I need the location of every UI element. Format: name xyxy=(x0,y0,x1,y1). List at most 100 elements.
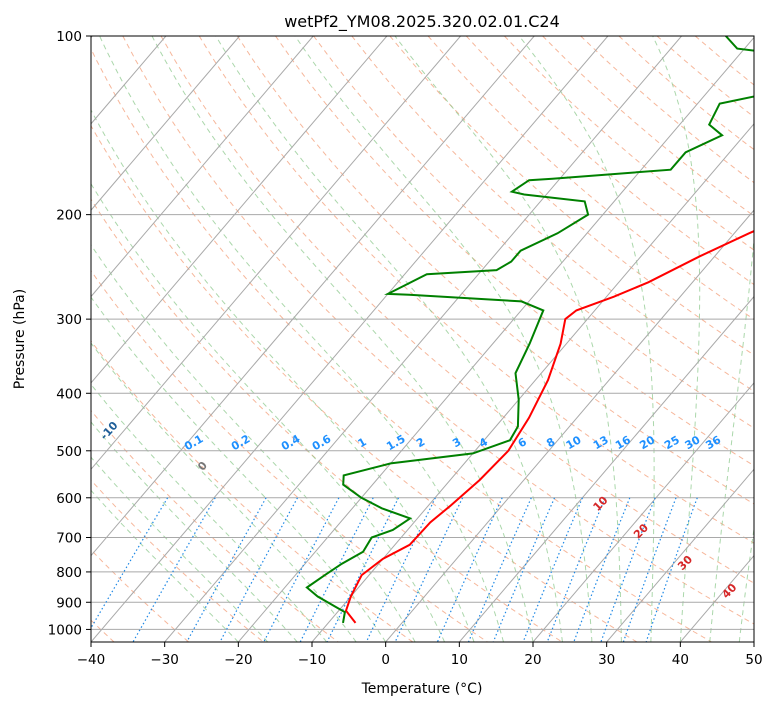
dry-adiabat xyxy=(91,340,414,642)
moist-adiabat xyxy=(91,108,475,642)
moist-adiabat xyxy=(151,36,534,642)
temperature-line xyxy=(344,230,754,624)
mixing-ratio-label: 16 xyxy=(613,433,633,452)
mixing-ratio-line xyxy=(622,497,677,642)
dry-adiabat xyxy=(427,36,754,320)
plot-frame xyxy=(90,35,755,643)
x-tick-label: 10 xyxy=(451,652,468,668)
mixing-ratio-label: 30 xyxy=(683,433,703,452)
mixing-ratio-line xyxy=(326,497,400,642)
moist-adiabat-label: 10 xyxy=(591,494,611,514)
dewpoint-line xyxy=(305,36,754,624)
mixing-ratio-line xyxy=(219,497,299,642)
dry-adiabat xyxy=(275,36,754,467)
y-tick-label: 300 xyxy=(56,312,82,328)
y-tick-label: 600 xyxy=(56,491,82,507)
mixing-ratio-label: 25 xyxy=(662,433,682,452)
dry-adiabats xyxy=(91,36,754,642)
moist-adiabat xyxy=(91,342,357,642)
mixing-ratio-label: 6 xyxy=(516,435,529,450)
mixing-ratio-label: 0.6 xyxy=(310,432,334,453)
mixing-ratio-label: 3 xyxy=(450,435,463,450)
isotherm xyxy=(753,641,754,642)
dry-adiabat xyxy=(91,409,339,642)
x-axis-label: Temperature (°C) xyxy=(361,681,483,697)
x-tick-label: −10 xyxy=(298,652,327,668)
plot-area: 0.10.20.40.611.52346810131620253036-100-… xyxy=(91,36,754,642)
isotherm xyxy=(606,468,754,642)
mixing-ratio-label: 1 xyxy=(356,435,369,450)
dry-adiabat xyxy=(122,36,754,625)
y-tick-label: 900 xyxy=(56,595,82,611)
mixing-ratio-label: 10 xyxy=(564,433,584,452)
dry-adiabat xyxy=(198,36,754,544)
mixing-ratio-label: 1.5 xyxy=(384,432,407,453)
mixing-ratio-line xyxy=(546,497,606,642)
isotherm xyxy=(91,36,314,298)
isotherm xyxy=(679,554,754,642)
dry-adiabat xyxy=(504,36,754,251)
profile-series xyxy=(305,36,754,624)
dry-adiabat xyxy=(91,198,563,642)
x-tick-label: 30 xyxy=(598,652,615,668)
dry-adiabat xyxy=(91,479,264,642)
mixing-ratio-line xyxy=(467,497,532,642)
mixing-ratio-line xyxy=(522,497,584,642)
y-tick-label: 1000 xyxy=(48,622,82,638)
moist-adiabat xyxy=(652,36,701,642)
mixing-ratio-line xyxy=(492,497,556,642)
isotherm xyxy=(532,382,754,642)
isotherm xyxy=(91,36,388,384)
dry-adiabat xyxy=(91,269,488,642)
mixing-ratio-line xyxy=(132,497,216,642)
isotherm xyxy=(91,36,609,642)
isotherm xyxy=(458,295,754,642)
chart-title: wetPf2_YM08.2025.320.02.01.C24 xyxy=(284,12,560,32)
dry-adiabat xyxy=(656,36,754,118)
dry-adiabat xyxy=(694,36,754,86)
y-axis-ticks: 100 200 300 400 500 600 700 800 900 1000 xyxy=(48,29,91,638)
y-tick-label: 800 xyxy=(56,565,82,581)
moist-adiabat xyxy=(294,36,593,642)
mixing-ratio-line xyxy=(91,497,169,630)
y-tick-label: 500 xyxy=(56,444,82,460)
y-tick-label: 100 xyxy=(56,29,82,45)
mixing-ratio-label: 0.2 xyxy=(229,432,252,453)
mixing-ratio-lines xyxy=(91,497,698,642)
dry-adiabat xyxy=(465,36,754,286)
isotherm xyxy=(91,36,535,557)
dry-adiabat xyxy=(160,36,754,584)
moist-adiabat xyxy=(91,243,416,642)
isotherm xyxy=(385,209,754,642)
moist-adiabat xyxy=(738,525,754,642)
mixing-ratio-label: 36 xyxy=(703,433,723,452)
mixing-ratio-line xyxy=(573,497,631,642)
mixing-ratio-line xyxy=(299,497,374,642)
y-tick-label: 400 xyxy=(56,386,82,402)
mixing-ratio-line xyxy=(600,497,656,642)
x-tick-label: −30 xyxy=(150,652,179,668)
mixing-ratio-line xyxy=(263,497,340,642)
x-tick-label: −40 xyxy=(77,652,106,668)
moist-adiabat xyxy=(91,421,298,642)
y-tick-label: 200 xyxy=(56,208,82,224)
moist-adiabat xyxy=(91,456,269,642)
isotherm xyxy=(237,36,754,642)
moist-adiabat-label: 40 xyxy=(719,581,739,601)
moist-adiabat xyxy=(91,296,387,642)
isobars xyxy=(91,36,754,630)
moist-adiabat xyxy=(91,182,446,642)
moist-adiabat xyxy=(394,36,622,642)
moist-adiabat xyxy=(91,383,328,642)
dry-adiabat xyxy=(91,47,712,642)
mixing-ratio-line xyxy=(645,497,698,642)
mixing-ratio-label: 2 xyxy=(414,435,427,450)
x-tick-label: 40 xyxy=(672,652,689,668)
x-tick-label: 50 xyxy=(745,652,762,668)
y-axis-label: Pressure (hPa) xyxy=(12,289,28,389)
dry-adiabat-label: 0 xyxy=(195,459,210,474)
isotherm xyxy=(91,36,240,211)
moist-adiabat-label: 30 xyxy=(675,553,695,573)
isotherms xyxy=(91,36,754,642)
